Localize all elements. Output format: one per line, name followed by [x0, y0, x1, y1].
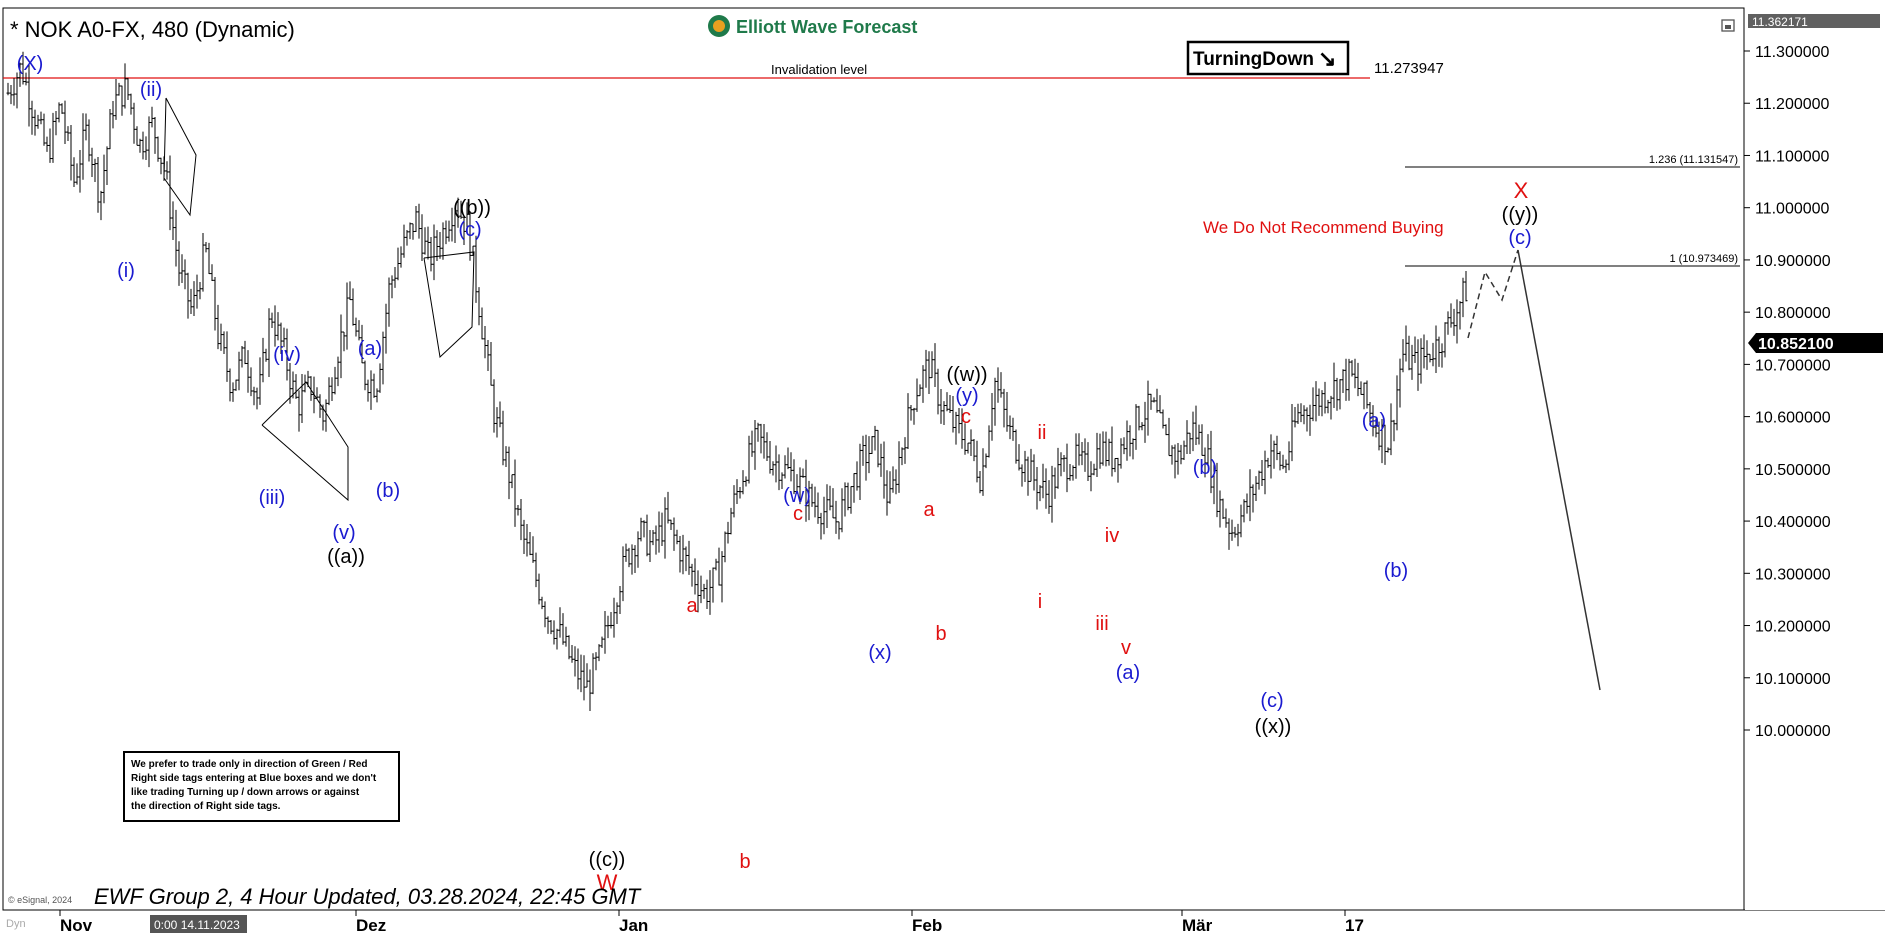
- turning-badge-text: TurningDown: [1193, 49, 1314, 70]
- price-tick-label: 11.000000: [1755, 201, 1830, 218]
- price-tick-label: 10.900000: [1755, 253, 1831, 270]
- projection-dashed: [1467, 249, 1519, 339]
- wedge-ii: [163, 97, 197, 217]
- price-tick-label: 10.100000: [1755, 671, 1831, 688]
- window-icon-inner: [1725, 25, 1731, 29]
- turning-down-arrow-icon: ↘: [1318, 46, 1336, 71]
- wave-label: (b): [376, 480, 400, 502]
- fib-1236-label: 1.236 (11.131547): [1649, 154, 1738, 166]
- wave-label: (w): [783, 485, 811, 507]
- window-icon[interactable]: [1721, 19, 1735, 32]
- wave-label: (x): [868, 642, 891, 664]
- price-tick-label: 10.300000: [1755, 566, 1831, 583]
- top-price-label: 11.362171: [1752, 15, 1808, 29]
- price-tick-label: 10.700000: [1755, 357, 1831, 374]
- price-tick-label: 10.500000: [1755, 462, 1831, 479]
- wave-label: iv: [1105, 525, 1119, 547]
- wave-label: a: [923, 499, 935, 521]
- wave-label: (iii): [259, 487, 286, 509]
- wave-label: b: [739, 851, 750, 873]
- dyn-label: Dyn: [6, 918, 26, 930]
- cursor-time-box: [150, 915, 247, 933]
- fib-1-label: 1 (10.973469): [1670, 253, 1739, 265]
- wave-label: (a): [1362, 410, 1386, 432]
- price-tick-label: 11.300000: [1755, 44, 1830, 61]
- wave-label: (c): [1260, 690, 1283, 712]
- wave-label: (c): [458, 219, 481, 241]
- wave-label: c: [793, 503, 803, 525]
- wave-label: i: [1038, 591, 1042, 613]
- note-line-4: the direction of Right side tags.: [131, 801, 281, 812]
- wave-label: b: [935, 623, 946, 645]
- note-line-1: We prefer to trade only in direction of …: [131, 759, 368, 770]
- wave-label: (iv): [273, 344, 301, 366]
- price-tick-label: 10.200000: [1755, 619, 1831, 636]
- time-tick-label: Dez: [356, 916, 386, 935]
- price-tick-label: 10.800000: [1755, 305, 1831, 322]
- esignal-credit: © eSignal, 2024: [8, 895, 72, 905]
- wave-label: iii: [1095, 613, 1108, 635]
- wave-label: ((x)): [1255, 716, 1292, 738]
- updated-stamp: EWF Group 2, 4 Hour Updated, 03.28.2024,…: [94, 884, 642, 909]
- current-price-label: 10.852100: [1758, 336, 1834, 353]
- invalidation-label: Invalidation level: [771, 62, 867, 77]
- time-tick-label: Mär: [1182, 916, 1213, 935]
- price-axis: 11.300000 11.200000 11.100000 11.000000 10.9…: [1744, 44, 1831, 740]
- logo-text: Elliott Wave Forecast: [736, 17, 917, 37]
- wave-label: ((y)): [1502, 204, 1539, 226]
- price-tick-label: 11.100000: [1755, 148, 1830, 165]
- wedge-iv: [261, 381, 349, 502]
- wave-label: (c): [1508, 227, 1531, 249]
- current-price-marker: [1748, 333, 1883, 353]
- time-tick-label: Feb: [912, 916, 942, 935]
- price-tick-label: 10.400000: [1755, 514, 1831, 531]
- wave-label: a: [686, 595, 698, 617]
- wave-label: (y): [955, 385, 978, 407]
- wave-label: (a): [358, 338, 382, 360]
- wave-label: (b): [1193, 457, 1217, 479]
- wave-label: X: [1514, 178, 1529, 203]
- time-tick-label: Jan: [619, 916, 648, 935]
- logo-icon-accent: [713, 20, 725, 32]
- ewf-logo: Elliott Wave Forecast: [708, 15, 917, 37]
- no-buy-note: We Do Not Recommend Buying: [1203, 218, 1444, 237]
- price-bars: [6, 51, 1468, 711]
- price-tick-label: 10.000000: [1755, 723, 1831, 740]
- wave-label: (v): [332, 522, 355, 544]
- price-tick-label: 10.600000: [1755, 410, 1831, 427]
- note-line-3: like trading Turning up / down arrows or…: [131, 787, 360, 798]
- wave-label: ((w)): [946, 364, 987, 386]
- right-axis-panel: [1745, 8, 1885, 910]
- top-price-box: [1748, 14, 1880, 28]
- wave-labels: (X)(ii)(i)((b))(c)(iv) (a)(iii) (b)(v)((a)…: [17, 53, 1539, 895]
- invalidation-value: 11.273947: [1374, 60, 1444, 77]
- wave-label: (a): [1116, 662, 1140, 684]
- wave-label: ((c)): [589, 849, 626, 871]
- wave-label: W: [597, 870, 618, 895]
- time-axis: Nov Dez Jan Feb Mär 17: [59, 910, 1364, 935]
- wave-label: (i): [117, 260, 135, 282]
- wave-label: v: [1121, 637, 1131, 659]
- wave-label: ((a)): [327, 546, 365, 568]
- wave-label: ii: [1038, 422, 1047, 444]
- time-tick-label: 17: [1345, 916, 1364, 935]
- time-tick-label: Nov: [60, 916, 93, 935]
- turning-badge-box: [1186, 40, 1350, 76]
- cursor-time-label: 0:00 14.11.2023: [154, 918, 240, 932]
- note-box: [123, 751, 400, 822]
- wave-label: ((b)): [453, 197, 491, 219]
- projection-solid: [1517, 249, 1601, 691]
- wave-label: (ii): [140, 79, 162, 101]
- wave-label: c: [961, 406, 971, 428]
- symbol-title: * NOK A0-FX, 480 (Dynamic): [10, 17, 295, 42]
- note-line-2: Right side tags entering at Blue boxes a…: [131, 773, 377, 784]
- wave-label: (X): [17, 53, 44, 75]
- wave-label: (b): [1384, 560, 1408, 582]
- price-tick-label: 11.200000: [1755, 96, 1830, 113]
- wedge-b: [423, 251, 475, 359]
